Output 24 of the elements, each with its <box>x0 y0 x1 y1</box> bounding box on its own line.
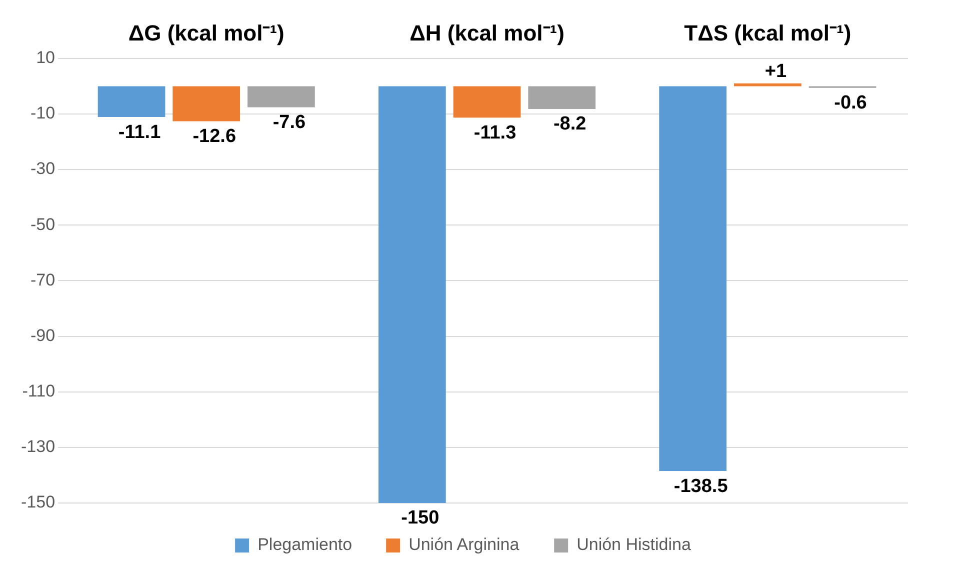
x-tick-label: ΔH (kcal mol⁻¹) <box>410 20 564 46</box>
data-label: -150 <box>401 508 440 529</box>
y-tick-label: -10 <box>30 104 56 123</box>
y-tick-label: -110 <box>22 382 56 401</box>
y-tick-label: -150 <box>20 492 56 512</box>
x-tick-label: ΔG (kcal mol⁻¹) <box>128 20 284 46</box>
y-tick-label: -50 <box>30 214 56 234</box>
y-tick-label: -70 <box>30 270 56 290</box>
data-label: -138.5 <box>674 476 728 497</box>
y-tick-label: -30 <box>30 159 56 178</box>
y-tick-label: -130 <box>20 437 56 456</box>
data-label: -7.6 <box>272 112 306 134</box>
x-tick-label: TΔS (kcal mol⁻¹) <box>684 20 852 46</box>
y-tick-label: -90 <box>30 326 56 345</box>
data-label: -12.6 <box>192 126 236 147</box>
data-label: +1 <box>764 61 787 82</box>
y-tick-label: 10 <box>36 48 56 68</box>
data-label: -11.3 <box>474 122 516 144</box>
legend-label: Unión Arginina <box>408 535 520 554</box>
data-label: -0.6 <box>834 92 867 114</box>
data-label: -11.1 <box>118 122 162 143</box>
legend-label: Unión Histidina <box>576 535 692 554</box>
legend-label: Plegamiento <box>258 535 352 554</box>
data-label: -8.2 <box>553 114 586 135</box>
